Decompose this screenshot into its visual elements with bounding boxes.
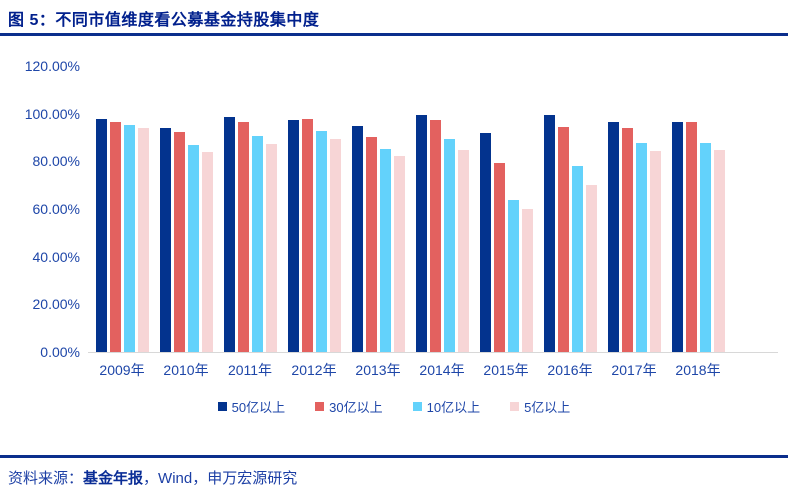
bar-series-2 [123,125,135,352]
bar-series-2 [443,138,455,352]
bar-series-3 [201,152,213,352]
bar-group [666,67,730,352]
x-tick-label: 2013年 [355,362,401,378]
bar-series-1 [109,121,121,352]
bar-series-0 [287,119,299,352]
y-tick-label: 40.00% [32,248,80,265]
bar-series-0 [95,118,107,352]
bar-series-3 [521,208,533,352]
bar-series-1 [173,132,185,352]
bar-series-1 [429,119,441,352]
bar-series-0 [543,114,555,352]
legend-label: 30亿以上 [329,400,383,415]
legend-swatch-icon [510,402,520,411]
bar-series-1 [557,126,569,352]
y-tick-label: 0.00% [40,344,80,360]
plot-area [88,67,778,353]
source-bold: 基金年报 [83,470,144,487]
x-tick-label: 2017年 [611,362,657,378]
legend-swatch-icon [412,402,422,411]
bar-series-0 [479,132,491,352]
bar-series-2 [507,200,519,352]
bar-series-0 [415,114,427,352]
x-tick-label: 2018年 [675,362,721,378]
bar-series-3 [713,150,725,352]
figure-header: 图 5：不同市值维度看公募基金持股集中度 [0,0,788,36]
bar-series-2 [379,148,391,352]
bar-group [410,67,474,352]
legend-label: 50亿以上 [231,400,286,415]
bar-series-1 [365,137,377,352]
y-tick-label: 60.00% [32,201,80,217]
bar-series-3 [137,128,149,352]
x-tick-label: 2010年 [163,362,209,378]
legend-swatch-icon [315,402,325,411]
bar-series-2 [571,166,583,352]
legend-item-2: 10亿以上 [412,397,481,416]
figure-title: 图 5：不同市值维度看公募基金持股集中度 [8,12,320,29]
bar-series-1 [237,121,249,352]
bar-series-0 [607,122,619,352]
bar-series-2 [315,131,327,352]
bar-series-2 [699,143,711,352]
x-tick-label: 2009年 [99,362,145,378]
bar-series-0 [351,126,363,352]
bar-series-1 [621,127,633,352]
bar-group [218,67,282,352]
bar-series-1 [493,162,505,352]
bar-series-1 [301,119,313,352]
bar-series-0 [159,128,171,352]
y-tick-label: 100.00% [24,105,80,122]
x-tick-label: 2012年 [291,362,337,378]
x-tick-label: 2015年 [483,362,529,378]
source-rest: ，Wind，申万宏源研究 [143,470,298,487]
x-tick-label: 2014年 [419,362,465,378]
bar-series-0 [671,122,683,352]
bar-series-3 [457,149,469,352]
bar-series-2 [251,135,263,352]
bar-series-2 [187,144,199,352]
bar-group [282,67,346,352]
source-prefix: 资料来源： [8,470,84,487]
bar-group [602,67,666,352]
y-tick-label: 20.00% [32,296,80,313]
bar-series-3 [585,185,597,352]
bar-series-3 [393,155,405,352]
bar-group [154,67,218,352]
legend-item-0: 50亿以上 [217,397,286,416]
legend-label: 10亿以上 [426,400,481,415]
y-tick-label: 120.00% [24,58,80,74]
bar-series-3 [265,143,277,352]
x-tick-label: 2011年 [227,362,273,378]
y-tick-label: 80.00% [32,153,80,170]
chart: 120.00% 100.00% 80.00% 60.00% 40.00% 20.00% 0.… [0,58,788,360]
legend: 50亿以上 30亿以上 10亿以上 5亿以上 [0,397,788,416]
legend-item-1: 30亿以上 [315,397,383,416]
bar-group [346,67,410,352]
bar-group [474,67,538,352]
x-axis: 2009年 2010年 2011年 2012年 2013年 2014年 2015年 2016年… [90,353,788,380]
bar-series-3 [329,138,341,352]
bar-series-0 [223,117,235,352]
x-tick-label: 2016年 [547,362,593,378]
bar-series-2 [635,143,647,352]
bar-series-3 [649,151,661,352]
bar-series-1 [685,122,697,352]
y-axis: 120.00% 100.00% 80.00% 60.00% 40.00% 20.00% 0.… [0,58,88,360]
legend-swatch-icon [217,402,227,411]
bar-group [538,67,602,352]
source-note: 资料来源：基金年报，Wind，申万宏源研究 [0,455,788,488]
bar-group [90,67,154,352]
legend-item-3: 5亿以上 [510,397,570,416]
legend-label: 5亿以上 [524,400,571,415]
